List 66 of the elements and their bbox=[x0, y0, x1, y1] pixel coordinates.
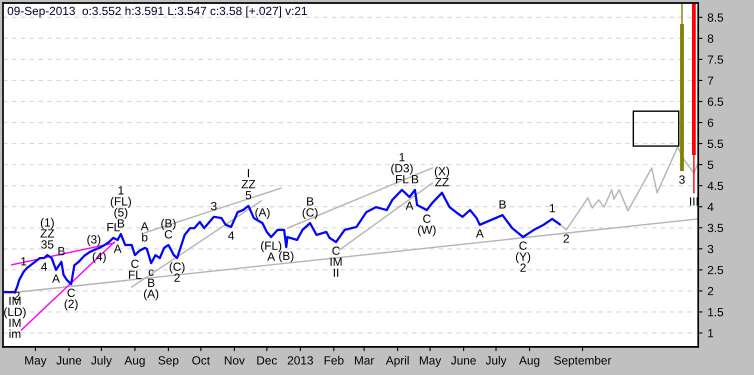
y-tick-label: 7.5 bbox=[708, 56, 724, 64]
x-tick-label: Dec bbox=[257, 356, 278, 365]
x-tick-label: July bbox=[486, 356, 506, 367]
annotation: A bbox=[52, 274, 60, 283]
annotation: C (Y) 2 bbox=[516, 242, 530, 272]
y-tick-label: 8.5 bbox=[708, 13, 724, 22]
annotation: c B (A) bbox=[144, 269, 158, 300]
y-tick-label: 4 bbox=[708, 202, 714, 211]
annotation: C (2) bbox=[64, 288, 78, 310]
chart-title: 09-Sep-2013 o:3.552 h:3.591 L:3.547 c:3.58 [+.027] v:21 bbox=[8, 6, 307, 18]
y-tick-label: 2 bbox=[708, 286, 714, 296]
y-tick-label: 2.5 bbox=[708, 266, 724, 274]
annotation: 3 bbox=[679, 175, 685, 184]
x-tick-label: Sep bbox=[158, 356, 178, 367]
y-tick-label: 5 bbox=[708, 160, 714, 170]
x-tick-label: June bbox=[56, 356, 82, 365]
x-tick-label: Mar bbox=[354, 356, 374, 365]
y-tick-label: 4.5 bbox=[708, 182, 724, 190]
x-tick-label: 2013 bbox=[288, 356, 313, 365]
annotation: B bbox=[500, 200, 506, 209]
annotation: 1 bbox=[550, 204, 555, 212]
annotation: A bbox=[114, 244, 122, 253]
annotation: B bbox=[412, 175, 418, 184]
annotation: A b bbox=[140, 222, 149, 242]
annotation: C FL bbox=[129, 260, 142, 279]
annotation: (A) bbox=[255, 208, 270, 219]
annotation: 4 bbox=[228, 232, 234, 240]
annotation: I ZZ 5 bbox=[242, 169, 256, 200]
annotation: B bbox=[58, 247, 65, 256]
y-tick-label: 5.5 bbox=[708, 140, 724, 148]
annotation: (B) C bbox=[161, 218, 176, 239]
annotation: (X) ZZ bbox=[434, 166, 450, 186]
annotation: (1) ZZ 35 bbox=[40, 218, 54, 249]
x-tick-label: Aug bbox=[519, 356, 540, 367]
annotation: (3) bbox=[87, 234, 100, 246]
x-tick-label: Aug bbox=[124, 356, 145, 367]
x-tick-label: June bbox=[450, 356, 476, 365]
x-tick-label: Feb bbox=[324, 356, 344, 365]
x-tick-label: July bbox=[91, 356, 112, 367]
annotation: B (C) bbox=[302, 197, 318, 219]
annotation: (C) 2 bbox=[170, 262, 185, 282]
x-tick-label: September bbox=[554, 356, 612, 367]
y-tick-label: 3 bbox=[708, 244, 714, 254]
x-tick-label: Nov bbox=[224, 356, 245, 365]
y-tick-label: 6 bbox=[708, 118, 714, 127]
x-tick-label: Oct bbox=[192, 356, 210, 365]
y-tick-label: 1.5 bbox=[708, 308, 724, 316]
annotation: 2 bbox=[564, 234, 569, 243]
x-tick-label: May bbox=[420, 356, 442, 367]
annotation: 1 (D3) FL bbox=[391, 153, 413, 184]
y-tick-label: 3.5 bbox=[708, 224, 724, 232]
annotation: III bbox=[690, 197, 698, 206]
annotation: (B) bbox=[279, 251, 294, 262]
y-tick-label: 8 bbox=[708, 34, 714, 43]
annotation: 4 bbox=[41, 262, 48, 271]
annotation: A bbox=[476, 229, 484, 238]
x-tick-label: May bbox=[25, 356, 47, 367]
annotation: FL bbox=[107, 223, 120, 232]
annotation: C (W) bbox=[418, 214, 436, 236]
annotation: C IM II bbox=[330, 246, 342, 277]
annotation: 3 bbox=[211, 202, 217, 210]
x-tick-label: April bbox=[386, 356, 409, 367]
y-tick-label: 6.5 bbox=[708, 98, 724, 106]
annotation: A bbox=[406, 202, 414, 210]
y-tick-label: 1 bbox=[708, 329, 714, 338]
y-tick-label: 7 bbox=[708, 76, 714, 85]
